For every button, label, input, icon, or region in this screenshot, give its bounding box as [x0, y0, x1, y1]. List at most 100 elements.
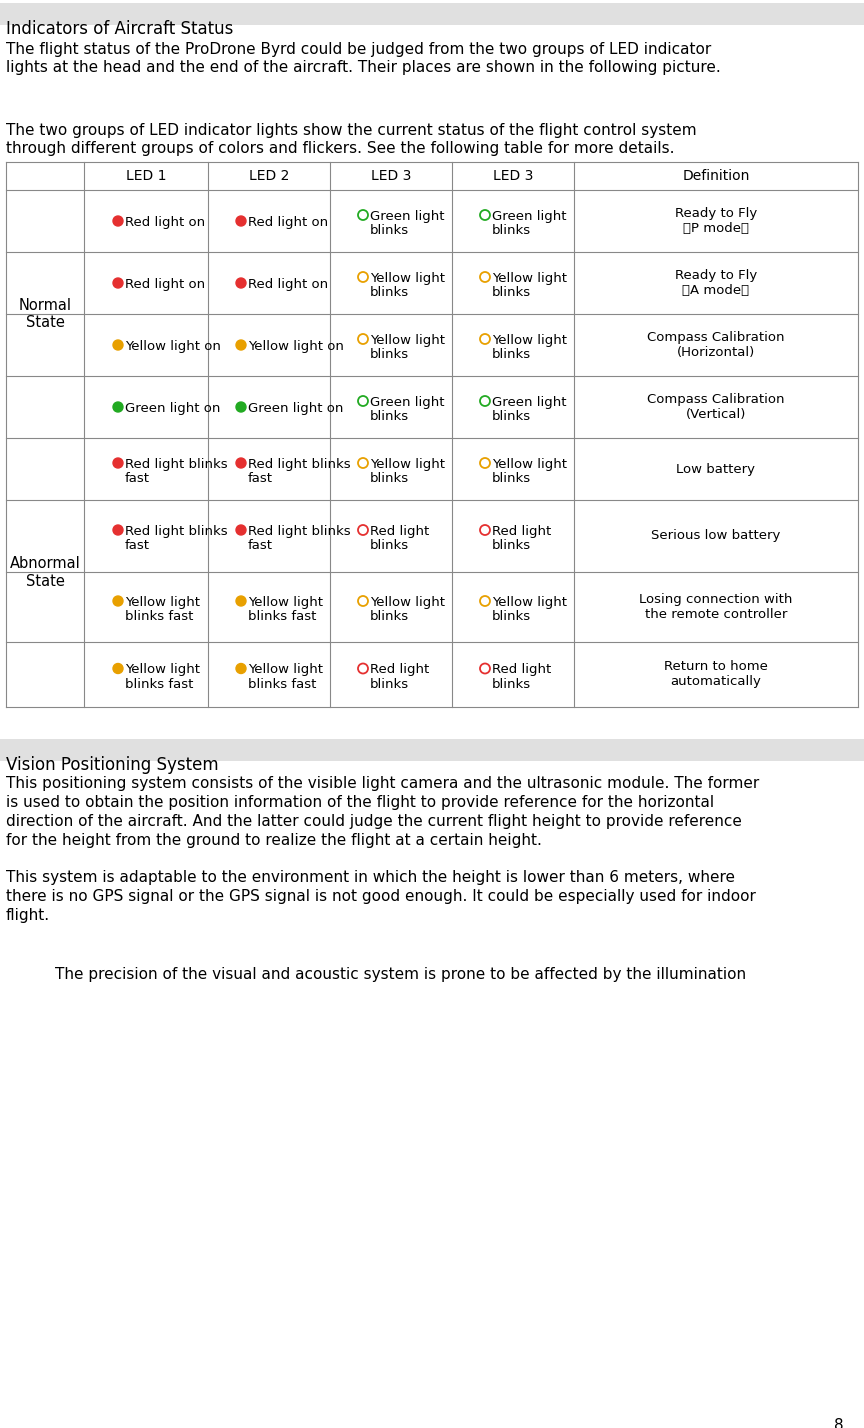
Circle shape: [236, 278, 246, 288]
Text: (Vertical): (Vertical): [686, 408, 746, 421]
Text: flight.: flight.: [6, 908, 50, 922]
Text: blinks: blinks: [492, 677, 531, 691]
Text: LED 2: LED 2: [249, 169, 289, 183]
Text: lights at the head and the end of the aircraft. Their places are shown in the fo: lights at the head and the end of the ai…: [6, 60, 721, 76]
Text: Ready to Fly: Ready to Fly: [675, 207, 757, 220]
Text: Red light blinks: Red light blinks: [125, 526, 227, 538]
Circle shape: [358, 396, 368, 406]
Text: LED 3: LED 3: [371, 169, 411, 183]
Circle shape: [113, 458, 123, 468]
Text: Definition: Definition: [683, 169, 750, 183]
Text: there is no GPS signal or the GPS signal is not good enough. It could be especia: there is no GPS signal or the GPS signal…: [6, 890, 756, 904]
Bar: [0, 740, 864, 761]
Text: automatically: automatically: [670, 675, 761, 688]
Circle shape: [480, 526, 490, 536]
Text: Green light: Green light: [492, 396, 567, 408]
Circle shape: [113, 278, 123, 288]
Circle shape: [236, 340, 246, 350]
Circle shape: [358, 664, 368, 674]
Circle shape: [480, 210, 490, 220]
Text: for the height from the ground to realize the flight at a certain height.: for the height from the ground to realiz…: [6, 833, 542, 848]
Circle shape: [236, 595, 246, 605]
Text: Red light on: Red light on: [125, 216, 205, 228]
Text: Red light: Red light: [492, 526, 551, 538]
Text: This positioning system consists of the visible light camera and the ultrasonic : This positioning system consists of the …: [6, 775, 759, 791]
Text: Yellow light on: Yellow light on: [125, 340, 221, 353]
Text: blinks: blinks: [370, 538, 410, 553]
Text: LED 1: LED 1: [126, 169, 166, 183]
Text: Red light on: Red light on: [248, 278, 328, 291]
Circle shape: [358, 334, 368, 344]
Text: The precision of the visual and acoustic system is prone to be affected by the i: The precision of the visual and acoustic…: [55, 967, 746, 982]
Text: direction of the aircraft. And the latter could judge the current flight height : direction of the aircraft. And the latte…: [6, 814, 742, 830]
Text: blinks: blinks: [492, 610, 531, 623]
Text: Yellow light: Yellow light: [370, 458, 445, 471]
Text: Serious low battery: Serious low battery: [651, 530, 781, 543]
Text: blinks: blinks: [492, 410, 531, 423]
Text: fast: fast: [125, 473, 150, 486]
Text: blinks: blinks: [370, 348, 410, 361]
Text: blinks: blinks: [492, 538, 531, 553]
Text: Yellow light on: Yellow light on: [248, 340, 344, 353]
Text: blinks: blinks: [492, 224, 531, 237]
Circle shape: [480, 271, 490, 281]
Text: blinks: blinks: [370, 610, 410, 623]
Text: blinks: blinks: [370, 224, 410, 237]
Text: blinks: blinks: [370, 286, 410, 298]
Text: Losing connection with: Losing connection with: [639, 593, 792, 605]
Text: fast: fast: [248, 473, 273, 486]
Circle shape: [480, 595, 490, 605]
Text: Compass Calibration: Compass Calibration: [647, 393, 785, 406]
Circle shape: [113, 664, 123, 674]
Circle shape: [358, 271, 368, 281]
Text: Indicators of Aircraft Status: Indicators of Aircraft Status: [6, 20, 233, 39]
Circle shape: [113, 526, 123, 536]
Bar: [0, 3, 864, 26]
Text: Green light: Green light: [492, 210, 567, 223]
Text: Red light blinks: Red light blinks: [125, 458, 227, 471]
Text: Red light: Red light: [370, 664, 429, 677]
Text: Ready to Fly: Ready to Fly: [675, 268, 757, 281]
Text: Green light on: Green light on: [125, 403, 220, 416]
Text: Yellow light: Yellow light: [125, 664, 200, 677]
Circle shape: [480, 396, 490, 406]
Circle shape: [480, 458, 490, 468]
Text: Vision Positioning System: Vision Positioning System: [6, 755, 219, 774]
Circle shape: [236, 458, 246, 468]
Text: Yellow light: Yellow light: [248, 664, 323, 677]
Text: Yellow light: Yellow light: [492, 271, 567, 286]
Text: Compass Calibration: Compass Calibration: [647, 331, 785, 344]
Text: This system is adaptable to the environment in which the height is lower than 6 : This system is adaptable to the environm…: [6, 870, 735, 885]
Text: Red light blinks: Red light blinks: [248, 458, 351, 471]
Text: Green light on: Green light on: [248, 403, 343, 416]
Text: blinks: blinks: [370, 410, 410, 423]
Text: Red light blinks: Red light blinks: [248, 526, 351, 538]
Text: blinks: blinks: [370, 473, 410, 486]
Text: blinks: blinks: [370, 677, 410, 691]
Text: blinks fast: blinks fast: [248, 677, 316, 691]
Text: Abnormal
State: Abnormal State: [10, 557, 80, 588]
Text: Red light on: Red light on: [248, 216, 328, 228]
Text: blinks: blinks: [492, 286, 531, 298]
Text: Yellow light: Yellow light: [492, 334, 567, 347]
Circle shape: [358, 595, 368, 605]
Text: Normal
State: Normal State: [18, 298, 72, 330]
Text: Green light: Green light: [370, 396, 444, 408]
Text: Red light on: Red light on: [125, 278, 205, 291]
Text: 8: 8: [835, 1418, 844, 1428]
Text: Yellow light: Yellow light: [492, 458, 567, 471]
Text: Yellow light: Yellow light: [125, 595, 200, 608]
Circle shape: [236, 403, 246, 413]
Text: Yellow light: Yellow light: [370, 595, 445, 608]
Text: blinks: blinks: [492, 348, 531, 361]
Text: Green light: Green light: [370, 210, 444, 223]
Text: the remote controller: the remote controller: [645, 608, 787, 621]
Text: fast: fast: [248, 538, 273, 553]
Circle shape: [480, 334, 490, 344]
Circle shape: [358, 458, 368, 468]
Circle shape: [358, 210, 368, 220]
Text: LED 3: LED 3: [492, 169, 533, 183]
Text: Yellow light: Yellow light: [370, 334, 445, 347]
Text: Yellow light: Yellow light: [370, 271, 445, 286]
Text: Return to home: Return to home: [664, 661, 768, 674]
